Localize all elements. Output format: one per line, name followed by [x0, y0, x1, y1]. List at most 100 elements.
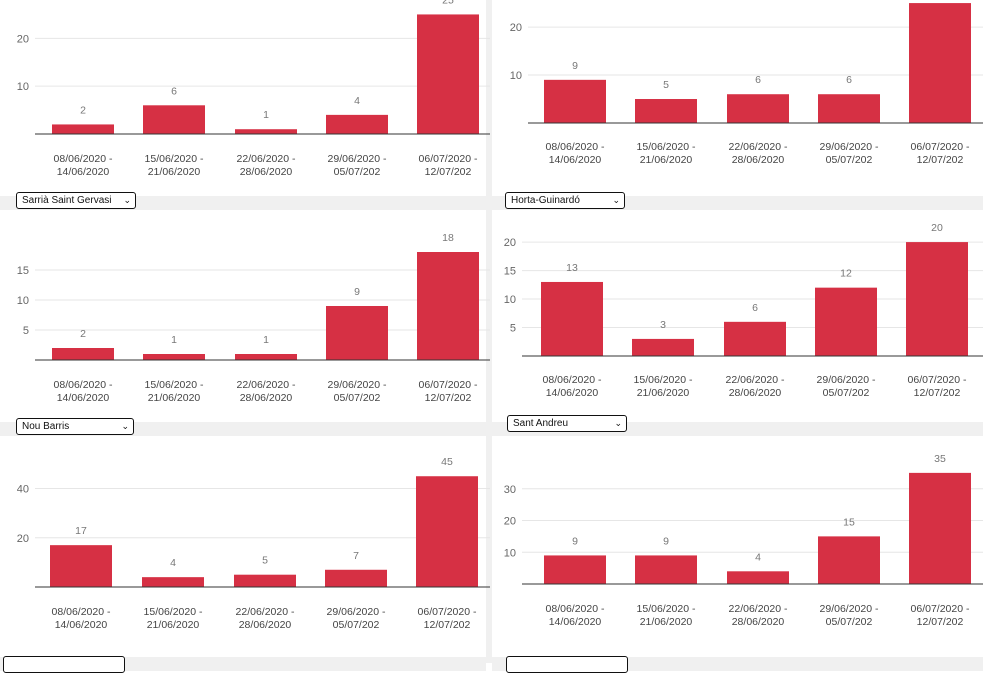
bar-chart: 5 10 15 2 1 1 9 18 08/06/2020 -14/06/2020 15/06/2… — [17, 232, 490, 404]
bar — [143, 354, 205, 360]
x-tick-label: 22/06/2020 -28/06/2020 — [726, 374, 785, 399]
x-tick-label: 15/06/2020 -21/06/2020 — [634, 374, 693, 399]
chevron-down-icon: ⌄ — [612, 195, 620, 205]
x-tick-label: 08/06/2020 -14/06/2020 — [52, 606, 111, 631]
data-label: 20 — [931, 222, 943, 234]
x-tick-label: 29/06/2020 -05/07/202 — [817, 374, 876, 399]
data-label: 17 — [75, 525, 87, 537]
bar — [235, 354, 297, 360]
bar — [50, 545, 112, 587]
bar — [724, 321, 786, 356]
data-label: 35 — [934, 453, 946, 465]
data-label: 25 — [442, 0, 454, 6]
bar — [416, 476, 478, 587]
x-tick-label: 08/06/2020 -14/06/2020 — [546, 603, 605, 628]
bar — [52, 348, 114, 360]
bar — [325, 569, 387, 587]
x-tick-label: 15/06/2020 -21/06/2020 — [144, 606, 203, 631]
x-tick-label: 29/06/2020 -05/07/202 — [820, 603, 879, 628]
data-label: 6 — [755, 74, 761, 86]
bar — [906, 242, 968, 356]
y-tick-label: 20 — [504, 516, 516, 528]
x-tick-label: 29/06/2020 -05/07/202 — [327, 606, 386, 631]
data-label: 4 — [354, 95, 360, 107]
data-label: 9 — [572, 535, 578, 547]
district-select[interactable] — [506, 656, 628, 673]
data-label: 7 — [353, 550, 359, 562]
district-select[interactable]: Sarrià Saint Gervasi ⌄ — [16, 192, 136, 209]
bar — [727, 571, 789, 584]
y-tick-label: 10 — [504, 547, 516, 559]
x-tick-label: 29/06/2020 -05/07/202 — [328, 153, 387, 178]
bar-chart: 10 20 2 6 1 4 25 08/06/2020 -14/06/2020 15/06/20… — [17, 0, 490, 178]
x-tick-label: 15/06/2020 -21/06/2020 — [637, 141, 696, 166]
chevron-down-icon: ⌄ — [121, 421, 129, 431]
y-tick-label: 20 — [510, 22, 522, 34]
chevron-down-icon: ⌄ — [614, 418, 622, 428]
data-label: 18 — [442, 232, 454, 244]
bar — [234, 574, 296, 587]
data-label: 3 — [660, 319, 666, 331]
x-tick-label: 06/07/2020 -12/07/202 — [911, 603, 970, 628]
data-label: 13 — [566, 262, 578, 274]
y-tick-label: 10 — [510, 70, 522, 82]
x-tick-label: 29/06/2020 -05/07/202 — [328, 379, 387, 404]
x-tick-label: 22/06/2020 -28/06/2020 — [237, 379, 296, 404]
district-select-value: Horta-Guinardó — [511, 195, 580, 206]
data-label: 6 — [752, 302, 758, 314]
y-tick-label: 20 — [504, 237, 516, 249]
bar — [52, 124, 114, 134]
x-tick-label: 22/06/2020 -28/06/2020 — [729, 141, 788, 166]
data-label: 4 — [755, 551, 761, 563]
bar — [142, 577, 204, 587]
bar — [815, 287, 877, 356]
x-tick-label: 06/07/2020 -12/07/202 — [418, 606, 477, 631]
bar — [143, 105, 205, 134]
bar — [326, 114, 388, 134]
district-select-value: Sant Andreu — [513, 418, 569, 429]
column-divider — [486, 0, 492, 663]
bar — [541, 281, 603, 356]
x-tick-label: 06/07/2020 -12/07/202 — [419, 153, 478, 178]
x-tick-label: 08/06/2020 -14/06/2020 — [54, 153, 113, 178]
x-tick-label: 06/07/2020 -12/07/202 — [908, 374, 967, 399]
y-tick-label: 10 — [17, 295, 29, 307]
bar — [326, 306, 388, 360]
y-tick-label: 15 — [17, 265, 29, 277]
data-label: 5 — [262, 555, 268, 567]
x-tick-label: 22/06/2020 -28/06/2020 — [729, 603, 788, 628]
x-tick-label: 29/06/2020 -05/07/202 — [820, 141, 879, 166]
bar — [635, 99, 697, 123]
bar — [818, 536, 880, 584]
district-select[interactable]: Nou Barris ⌄ — [16, 418, 134, 435]
district-select-value: Sarrià Saint Gervasi — [22, 195, 112, 206]
data-label: 4 — [170, 557, 176, 569]
data-label: 45 — [441, 456, 453, 468]
chevron-down-icon: ⌄ — [123, 195, 131, 205]
y-tick-label: 5 — [23, 325, 29, 337]
y-tick-label: 5 — [510, 323, 516, 335]
x-tick-label: 22/06/2020 -28/06/2020 — [237, 153, 296, 178]
bar — [235, 129, 297, 134]
y-tick-label: 10 — [17, 81, 29, 93]
data-label: 2 — [80, 328, 86, 340]
x-tick-label: 15/06/2020 -21/06/2020 — [637, 603, 696, 628]
bar — [417, 14, 479, 134]
district-select[interactable]: Horta-Guinardó ⌄ — [505, 192, 625, 209]
y-tick-label: 15 — [504, 266, 516, 278]
y-tick-label: 10 — [504, 294, 516, 306]
x-tick-label: 15/06/2020 -21/06/2020 — [145, 153, 204, 178]
data-label: 12 — [840, 268, 852, 280]
district-select[interactable] — [3, 656, 125, 673]
data-label: 2 — [80, 104, 86, 116]
data-label: 5 — [663, 79, 669, 91]
district-select[interactable]: Sant Andreu ⌄ — [507, 415, 627, 432]
data-label: 6 — [846, 74, 852, 86]
bar-chart: 5 10 15 20 13 3 6 12 20 08/06/2020 -14/06/2020 15/… — [504, 222, 983, 399]
data-label: 1 — [171, 334, 177, 346]
data-label: 1 — [263, 334, 269, 346]
x-tick-label: 08/06/2020 -14/06/2020 — [543, 374, 602, 399]
y-tick-label: 20 — [17, 533, 29, 545]
y-tick-label: 20 — [17, 33, 29, 45]
